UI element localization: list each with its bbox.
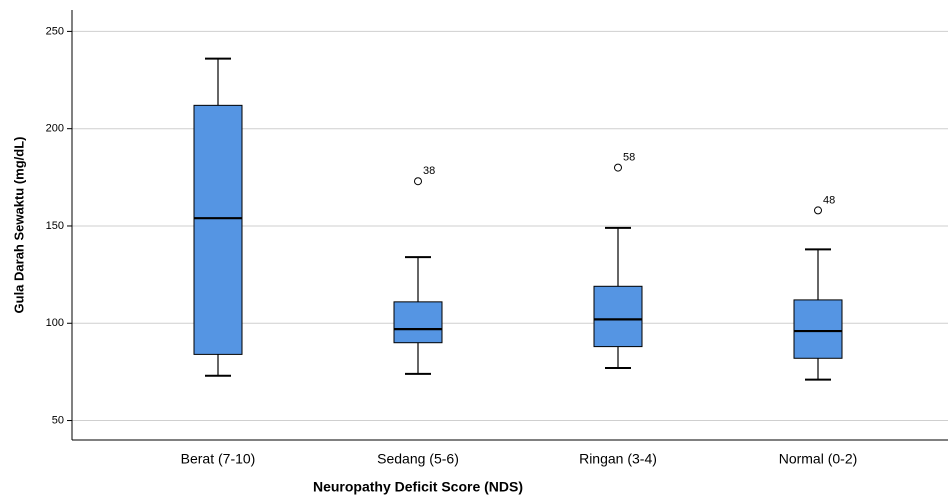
outlier bbox=[614, 163, 622, 172]
y-tick-label: 250 bbox=[46, 25, 64, 37]
outlier-label: 58 bbox=[623, 152, 635, 164]
outlier bbox=[814, 206, 822, 215]
outlier-label: 38 bbox=[423, 165, 435, 177]
x-axis-title: Neuropathy Deficit Score (NDS) bbox=[313, 479, 523, 495]
y-tick-label: 200 bbox=[46, 123, 64, 135]
x-tick-label: Berat (7-10) bbox=[181, 451, 256, 467]
x-tick-label: Normal (0-2) bbox=[779, 451, 858, 467]
outlier bbox=[414, 177, 422, 186]
y-tick-label: 100 bbox=[46, 317, 64, 329]
box bbox=[393, 301, 443, 344]
outlier-label: 48 bbox=[823, 194, 835, 206]
y-tick-label: 150 bbox=[46, 220, 64, 232]
y-tick-label: 50 bbox=[52, 414, 64, 426]
box bbox=[593, 285, 643, 348]
box bbox=[793, 299, 843, 359]
y-axis-title: Gula Darah Sewaktu (mg/dL) bbox=[11, 137, 26, 314]
box bbox=[193, 104, 243, 355]
x-tick-label: Ringan (3-4) bbox=[579, 451, 657, 467]
x-tick-label: Sedang (5-6) bbox=[377, 451, 459, 467]
